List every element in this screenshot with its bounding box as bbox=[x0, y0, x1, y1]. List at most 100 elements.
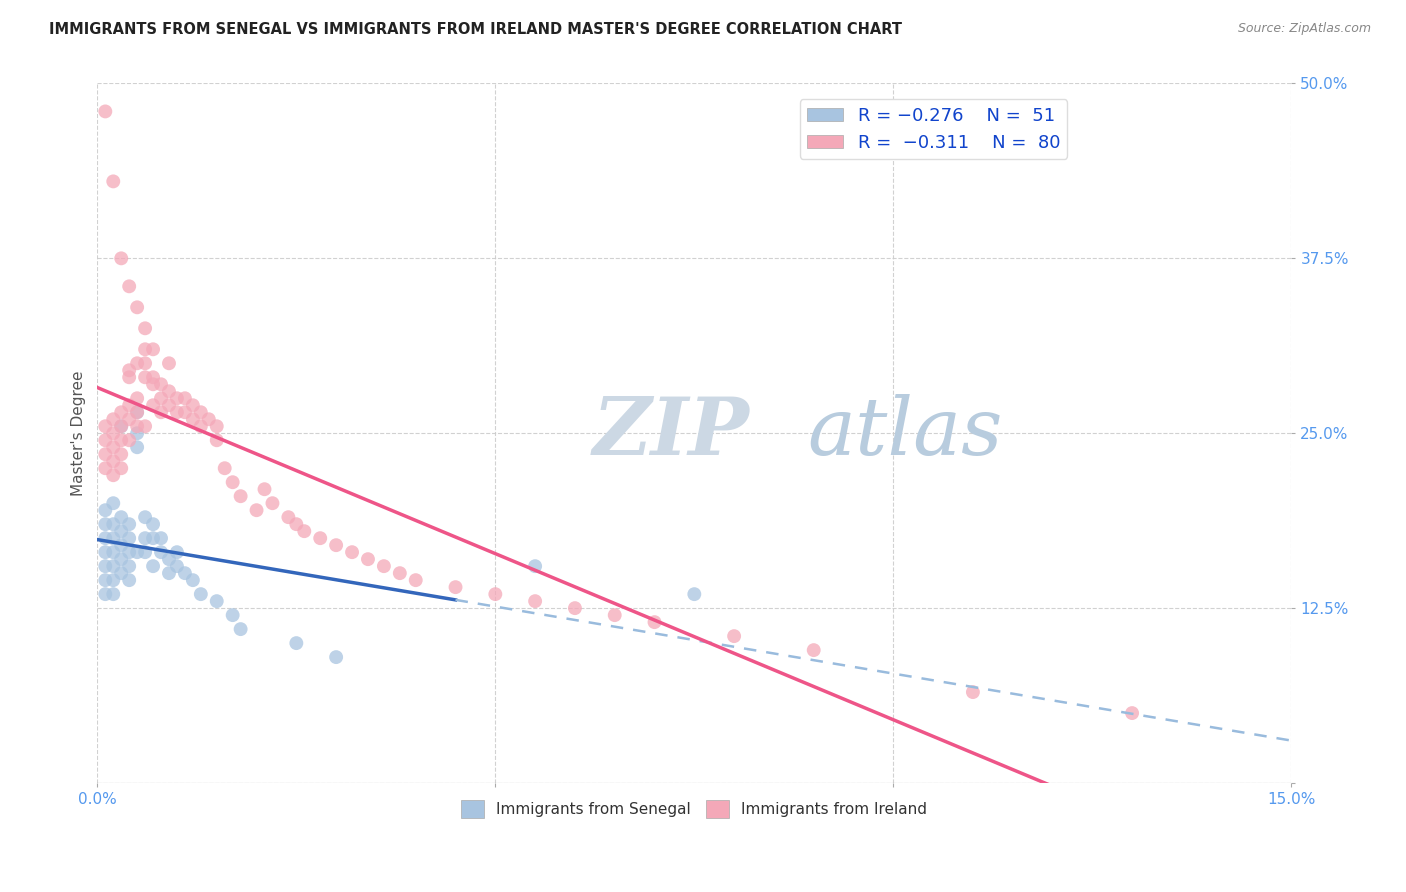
Point bbox=[205, 594, 228, 608]
Point bbox=[197, 412, 219, 426]
Point bbox=[110, 419, 132, 434]
Point bbox=[150, 377, 173, 392]
Text: Source: ZipAtlas.com: Source: ZipAtlas.com bbox=[1237, 22, 1371, 36]
Point bbox=[205, 419, 228, 434]
Point bbox=[325, 538, 347, 552]
Point bbox=[127, 426, 149, 441]
Point bbox=[110, 461, 132, 475]
Point bbox=[103, 496, 125, 510]
Point bbox=[118, 370, 141, 384]
Point bbox=[94, 447, 117, 461]
Point bbox=[174, 405, 197, 419]
Point bbox=[118, 412, 141, 426]
Point bbox=[150, 405, 173, 419]
Point bbox=[644, 615, 666, 629]
Point bbox=[603, 608, 626, 623]
Point bbox=[127, 391, 149, 405]
Point bbox=[723, 629, 745, 643]
Point bbox=[962, 685, 984, 699]
Point bbox=[103, 412, 125, 426]
Point bbox=[484, 587, 506, 601]
Point bbox=[94, 531, 117, 545]
Point bbox=[134, 356, 156, 370]
Point bbox=[181, 573, 204, 587]
Point bbox=[166, 559, 188, 574]
Point bbox=[253, 482, 276, 496]
Point bbox=[142, 343, 165, 357]
Point bbox=[157, 384, 180, 399]
Point bbox=[94, 573, 117, 587]
Point bbox=[127, 356, 149, 370]
Legend: Immigrants from Senegal, Immigrants from Ireland: Immigrants from Senegal, Immigrants from… bbox=[456, 794, 934, 824]
Point bbox=[157, 566, 180, 581]
Text: IMMIGRANTS FROM SENEGAL VS IMMIGRANTS FROM IRELAND MASTER'S DEGREE CORRELATION C: IMMIGRANTS FROM SENEGAL VS IMMIGRANTS FR… bbox=[49, 22, 903, 37]
Point bbox=[166, 391, 188, 405]
Point bbox=[127, 405, 149, 419]
Point bbox=[110, 434, 132, 448]
Point bbox=[142, 517, 165, 532]
Point bbox=[110, 419, 132, 434]
Point bbox=[142, 559, 165, 574]
Point bbox=[157, 356, 180, 370]
Point bbox=[103, 454, 125, 468]
Point bbox=[134, 510, 156, 524]
Point bbox=[388, 566, 411, 581]
Point bbox=[103, 573, 125, 587]
Text: ZIP: ZIP bbox=[593, 394, 749, 472]
Point bbox=[221, 475, 243, 490]
Point bbox=[174, 391, 197, 405]
Point bbox=[277, 510, 299, 524]
Point bbox=[94, 503, 117, 517]
Point bbox=[405, 573, 427, 587]
Point bbox=[94, 559, 117, 574]
Point bbox=[118, 398, 141, 412]
Text: atlas: atlas bbox=[807, 394, 1002, 472]
Point bbox=[103, 468, 125, 483]
Point bbox=[1121, 706, 1143, 720]
Point bbox=[103, 174, 125, 188]
Point bbox=[127, 545, 149, 559]
Point bbox=[142, 531, 165, 545]
Point bbox=[285, 517, 308, 532]
Point bbox=[181, 412, 204, 426]
Point bbox=[166, 545, 188, 559]
Point bbox=[229, 489, 252, 503]
Point bbox=[118, 279, 141, 293]
Point bbox=[150, 545, 173, 559]
Point bbox=[683, 587, 706, 601]
Point bbox=[309, 531, 332, 545]
Point bbox=[166, 405, 188, 419]
Point bbox=[118, 363, 141, 377]
Point bbox=[110, 510, 132, 524]
Point bbox=[110, 552, 132, 566]
Point bbox=[134, 531, 156, 545]
Point bbox=[134, 370, 156, 384]
Point bbox=[214, 461, 236, 475]
Point bbox=[103, 587, 125, 601]
Point bbox=[94, 587, 117, 601]
Y-axis label: Master's Degree: Master's Degree bbox=[72, 370, 86, 496]
Point bbox=[118, 434, 141, 448]
Point bbox=[94, 434, 117, 448]
Point bbox=[110, 447, 132, 461]
Point bbox=[118, 517, 141, 532]
Point bbox=[118, 531, 141, 545]
Point bbox=[103, 559, 125, 574]
Point bbox=[150, 531, 173, 545]
Point bbox=[292, 524, 315, 538]
Point bbox=[205, 434, 228, 448]
Point bbox=[94, 104, 117, 119]
Point bbox=[524, 594, 547, 608]
Point bbox=[181, 398, 204, 412]
Point bbox=[118, 545, 141, 559]
Point bbox=[803, 643, 825, 657]
Point bbox=[150, 391, 173, 405]
Point bbox=[103, 517, 125, 532]
Point bbox=[221, 608, 243, 623]
Point bbox=[190, 419, 212, 434]
Point bbox=[127, 301, 149, 315]
Point bbox=[110, 524, 132, 538]
Point bbox=[285, 636, 308, 650]
Point bbox=[373, 559, 395, 574]
Point bbox=[340, 545, 363, 559]
